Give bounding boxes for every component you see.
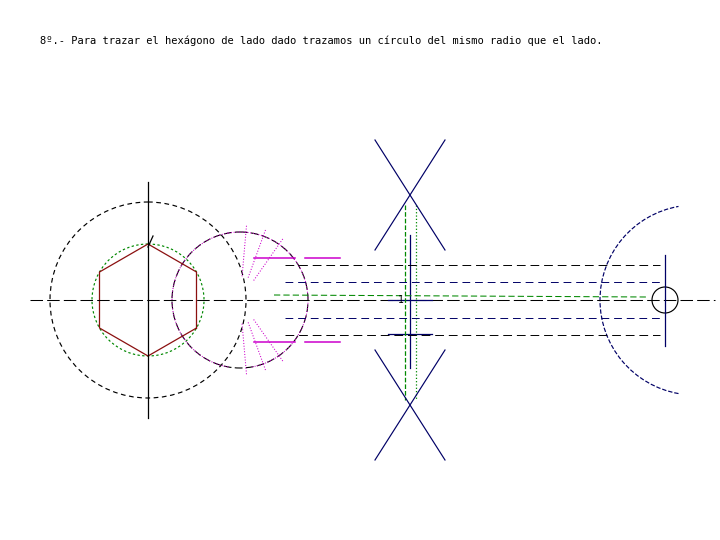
Text: 1: 1 — [398, 295, 404, 305]
Text: 8º.- Para trazar el hexágono de lado dado trazamos un círculo del mismo radio qu: 8º.- Para trazar el hexágono de lado dad… — [40, 36, 603, 46]
